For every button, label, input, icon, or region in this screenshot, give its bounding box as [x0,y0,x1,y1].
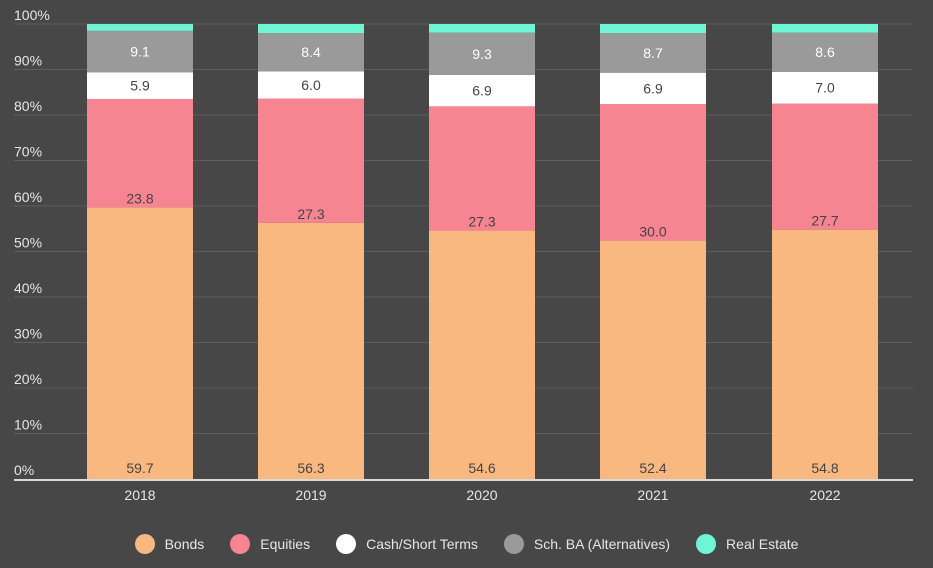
legend-swatch-icon [696,534,717,554]
bar-segment [429,106,535,231]
legend-item[interactable]: Sch. BA (Alternatives) [503,534,671,554]
data-label: 54.8 [811,460,838,476]
bar-segment [258,24,364,34]
y-tick-label: 0% [14,462,34,478]
y-tick-label: 60% [14,189,42,205]
bar-segment [258,71,364,99]
stacked-bar-chart: 0% 10% 20% 30% 40% 50% 60% 70% 80% 90% 100% 59.7 23.… [14,7,913,503]
legend-label: Cash/Short Terms [366,536,478,552]
legend-item[interactable]: Cash/Short Terms [336,534,478,554]
bar-segment [87,30,193,73]
data-label: 6.9 [472,83,492,99]
y-tick-label: 10% [14,417,42,433]
bar-segment [600,72,706,105]
data-label: 27.3 [468,214,495,230]
y-tick-label: 30% [14,326,42,342]
bar-segment [772,103,878,230]
x-tick-label: 2021 [637,487,668,503]
bar-segment [429,230,535,479]
legend-swatch-icon [503,534,524,554]
legend-label: Real Estate [726,536,799,552]
data-label: 7.0 [815,80,835,96]
y-tick-label: 50% [14,235,42,251]
legend-item[interactable]: Equities [230,534,310,554]
data-label: 9.3 [472,46,492,62]
bar-segment [772,71,878,104]
x-tick-label: 2019 [295,487,326,503]
legend-label: Equities [260,536,311,552]
data-label: 52.4 [639,460,666,476]
legend-label: Bonds [164,536,205,552]
data-label: 6.0 [301,77,321,93]
bar-segment [600,240,706,479]
bar-segment [429,74,535,107]
x-tick-label: 2020 [466,487,497,503]
x-tick-label: 2018 [124,487,155,503]
bar-segment [600,33,706,73]
bar-segment [772,24,878,33]
bar-segment [87,99,193,208]
bar-segment [429,24,535,33]
legend-item[interactable]: Bonds [134,534,205,554]
bar-segment [258,33,364,72]
data-label: 54.6 [468,460,495,476]
data-label: 27.3 [297,206,324,222]
bar-segment [772,229,878,479]
data-label: 27.7 [811,213,838,229]
data-label: 8.7 [643,45,663,61]
legend-label: Sch. BA (Alternatives) [533,536,671,552]
bar-segment [772,32,878,72]
legend-item[interactable]: Real Estate [696,534,798,554]
legend-swatch-icon [134,534,155,554]
y-tick-label: 100% [14,7,50,23]
data-label: 59.7 [126,460,153,476]
y-tick-label: 70% [14,144,42,160]
bar-segment [87,72,193,100]
y-tick-label: 80% [14,98,42,114]
data-label: 8.6 [815,44,835,60]
bar-segment [600,24,706,34]
y-tick-label: 20% [14,371,42,387]
data-label: 30.0 [639,224,666,240]
legend-swatch-icon [336,534,357,554]
x-tick-label: 2022 [809,487,840,503]
data-label: 8.4 [301,44,321,60]
bar-segment [87,207,193,480]
bar-segment [429,32,535,75]
data-label: 5.9 [130,78,150,94]
data-label: 6.9 [643,80,663,96]
bar-segment [600,104,706,241]
bar-segment [258,98,364,223]
y-tick-label: 90% [14,53,42,69]
legend-swatch-icon [230,534,251,554]
data-label: 56.3 [297,460,324,476]
data-label: 9.1 [130,44,150,60]
legend: Bonds Equities Cash/Short Terms Sch. BA (Al… [0,534,933,554]
data-label: 23.8 [126,190,153,206]
bar-segment [87,24,193,31]
bar-segment [258,222,364,479]
y-tick-label: 40% [14,280,42,296]
